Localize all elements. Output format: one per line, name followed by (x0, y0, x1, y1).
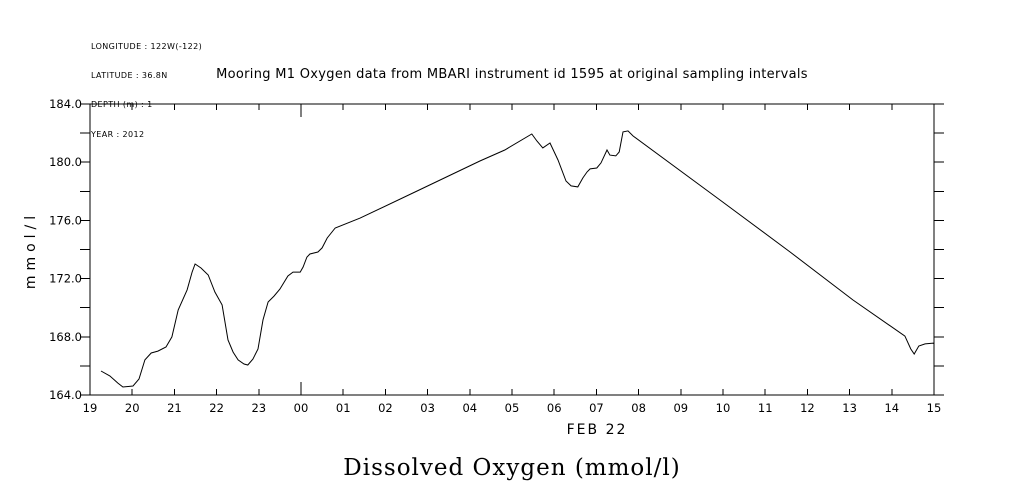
x-axis-tick-label: 08 (631, 401, 646, 415)
figure-caption: Dissolved Oxygen (mmol/l) (343, 455, 681, 481)
y-axis-tick-label: 176.0 (49, 213, 82, 227)
x-axis-tick-label: 00 (294, 401, 309, 415)
y-axis-tick-label: 172.0 (49, 272, 82, 286)
x-axis-tick-label: 23 (251, 401, 266, 415)
x-axis-tick-label: 06 (547, 401, 562, 415)
x-axis-tick-label: 12 (800, 401, 815, 415)
x-axis-tick-label: 22 (209, 401, 224, 415)
metadata-year: YEAR : 2012 (91, 129, 145, 139)
x-axis-tick-label: 03 (420, 401, 435, 415)
plot-frame (89, 103, 935, 396)
x-axis-tick-label: 15 (927, 401, 942, 415)
x-axis-tick-label: 13 (842, 401, 857, 415)
x-axis-tick-label: 01 (336, 401, 351, 415)
x-axis-tick-label: 09 (673, 401, 688, 415)
x-axis-tick-label: 07 (589, 401, 604, 415)
x-axis-tick-label: 02 (378, 401, 393, 415)
y-axis-tick-label: 184.0 (49, 97, 82, 111)
x-axis-tick-label: 19 (83, 401, 98, 415)
y-axis-tick-label: 164.0 (49, 388, 82, 402)
x-axis-tick-label: 21 (167, 401, 182, 415)
metadata-depth: DEPTH (m) : 1 (91, 100, 153, 110)
x-axis-tick-label: 20 (125, 401, 140, 415)
x-axis-tick-label: 05 (505, 401, 520, 415)
x-axis-tick-label: 11 (758, 401, 773, 415)
oxygen-data-line (100, 130, 935, 388)
metadata-block: LONGITUDE : 122W(-122) LATITUDE : 36.8N … (91, 22, 202, 159)
x-axis-tick-label: 04 (462, 401, 477, 415)
metadata-longitude: LONGITUDE : 122W(-122) (91, 41, 203, 51)
chart-title: Mooring M1 Oxygen data from MBARI instru… (216, 67, 808, 82)
x-axis-tick-label: 10 (716, 401, 731, 415)
metadata-latitude: LATITUDE : 36.8N (91, 70, 168, 80)
y-axis-tick-label: 168.0 (49, 330, 82, 344)
x-axis-tick-label: 14 (884, 401, 899, 415)
y-axis-tick-label: 180.0 (49, 155, 82, 169)
x-axis-date-label: FEB 22 (566, 422, 628, 438)
